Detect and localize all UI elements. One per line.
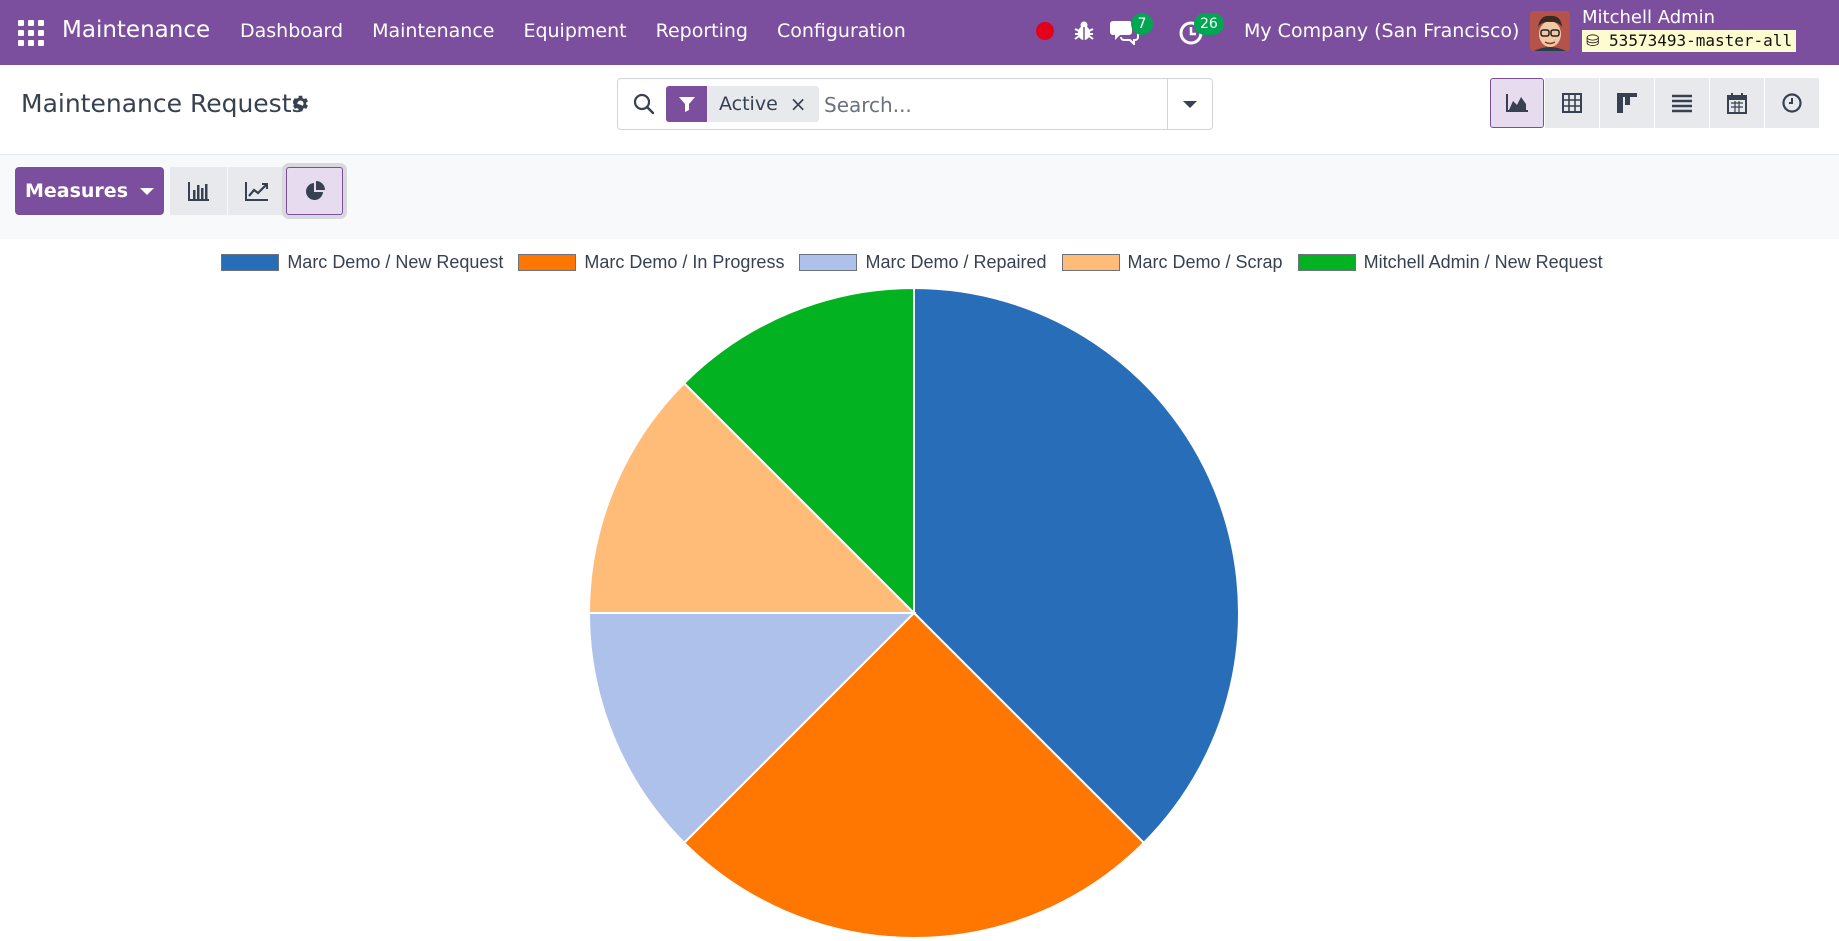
chart-legend: Marc Demo / New Request Marc Demo / In P… [0,252,1839,273]
user-name[interactable]: Mitchell Admin [1582,7,1716,28]
database-name: 53573493-master-all [1609,31,1793,50]
pie-chart-mode-button[interactable] [286,167,343,215]
measures-label: Measures [24,180,128,202]
activity-view-button[interactable] [1765,78,1819,128]
legend-swatch [518,254,577,271]
search-facet-active: Active × [666,86,819,122]
legend-item[interactable]: Marc Demo / New Request [221,252,503,273]
clock-icon [1782,93,1802,113]
pie-chart-area: Marc Demo / New Request Marc Demo / In P… [0,240,1839,941]
control-panel: Maintenance Requests Active × [0,65,1839,155]
pie-chart [587,286,1241,940]
kanban-view-button[interactable] [1600,78,1654,128]
database-tag: ⛁ 53573493-master-all [1582,30,1797,52]
legend-swatch [799,254,858,271]
pie-slice-3[interactable] [587,612,917,845]
legend-item[interactable]: Marc Demo / In Progress [518,252,784,273]
legend-label: Marc Demo / New Request [287,252,504,272]
top-navbar: Maintenance Dashboard Maintenance Equipm… [0,0,1839,65]
legend-item[interactable]: Marc Demo / Repaired [799,252,1047,273]
graph-mode-switcher [170,167,344,215]
record-indicator-icon[interactable] [1036,22,1054,40]
kanban-icon [1617,93,1637,113]
pivot-view-button[interactable] [1545,78,1599,128]
graph-toolbar: Measures [0,155,1839,239]
legend-label: Marc Demo / Repaired [865,252,1047,272]
database-icon: ⛁ [1586,31,1600,50]
bar-chart-icon [187,182,209,201]
pie-slice-1[interactable] [913,286,1241,845]
menu-configuration[interactable]: Configuration [776,20,906,42]
list-view-button[interactable] [1655,78,1709,128]
table-grid-icon [1562,93,1582,113]
legend-label: Mitchell Admin / New Request [1363,252,1603,272]
gear-icon[interactable] [290,93,311,114]
search-bar: Active × [617,78,1213,130]
legend-item[interactable]: Mitchell Admin / New Request [1297,252,1603,273]
search-input[interactable] [822,87,1171,123]
legend-swatch [1061,254,1120,271]
activities-count-badge: 26 [1194,13,1224,35]
page-title: Maintenance Requests [21,89,305,118]
measures-dropdown-button[interactable]: Measures [15,167,164,215]
bar-chart-mode-button[interactable] [170,167,227,215]
facet-remove-button[interactable]: × [789,92,807,116]
app-menu-grid-icon[interactable] [18,20,44,46]
caret-down-icon [140,187,154,195]
pie-slice-4[interactable] [587,381,917,614]
app-brand[interactable]: Maintenance [62,17,211,43]
debug-bug-icon[interactable] [1072,19,1096,43]
pie-chart-icon [305,181,325,200]
menu-dashboard[interactable]: Dashboard [240,20,344,42]
calendar-icon [1727,93,1747,114]
pie-slice-2[interactable] [682,611,1146,940]
view-switcher [1490,78,1820,128]
search-options-toggle[interactable] [1167,79,1212,129]
menu-reporting[interactable]: Reporting [655,20,748,42]
menu-maintenance[interactable]: Maintenance [372,20,495,42]
user-avatar[interactable] [1530,11,1570,51]
filter-funnel-icon [666,86,707,122]
company-switcher[interactable]: My Company (San Francisco) [1244,20,1520,42]
list-icon [1672,94,1692,113]
line-chart-icon [244,182,268,201]
caret-down-icon [1183,100,1197,108]
messages-count-badge: 7 [1131,13,1153,35]
legend-label: Marc Demo / In Progress [584,252,785,272]
menu-equipment[interactable]: Equipment [523,20,627,42]
search-icon[interactable] [632,92,656,116]
graph-view-button[interactable] [1490,78,1544,128]
line-chart-mode-button[interactable] [228,167,285,215]
legend-swatch [221,254,280,271]
legend-label: Marc Demo / Scrap [1127,252,1283,272]
main-menu: Dashboard Maintenance Equipment Reportin… [240,20,935,42]
facet-label: Active [719,93,778,115]
calendar-view-button[interactable] [1710,78,1764,128]
pie-slice-5[interactable] [682,286,915,616]
legend-item[interactable]: Marc Demo / Scrap [1061,252,1283,273]
legend-swatch [1297,254,1356,271]
area-chart-icon [1506,94,1528,112]
